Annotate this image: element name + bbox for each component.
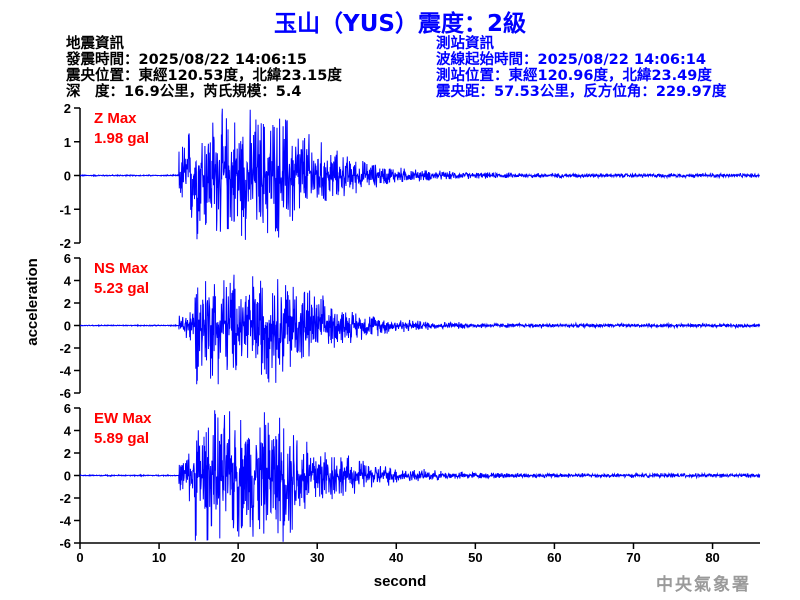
station-info-heading: 測站資訊 xyxy=(436,36,494,52)
station-location: 測站位置：東經120.96度，北緯23.49度 xyxy=(436,68,712,84)
x-tick-label: 40 xyxy=(389,550,403,565)
cwa-logo: 中央氣象署 xyxy=(656,575,751,595)
z-y-tick-label: -1 xyxy=(59,202,71,217)
x-axis-title: second xyxy=(374,573,427,590)
origin-time: 發震時間：2025/08/22 14:06:15 xyxy=(66,52,307,68)
ns-y-tick-label: -6 xyxy=(59,386,71,401)
ew-y-tick-label: -2 xyxy=(59,491,71,506)
epicentral-distance: 震央距：57.53公里，反方位角：229.97度 xyxy=(436,84,727,100)
ns-peak-value: 5.23 gal xyxy=(94,280,149,297)
wave-start-time: 波線起始時間：2025/08/22 14:06:14 xyxy=(436,52,706,68)
ew-y-tick-label: -6 xyxy=(59,536,71,551)
x-tick-label: 80 xyxy=(705,550,719,565)
ew-y-tick-label: 6 xyxy=(64,401,71,416)
ns-waveform xyxy=(79,274,761,385)
z-y-tick-label: 1 xyxy=(64,135,71,150)
z-max-label: Z Max xyxy=(94,110,137,127)
y-axis-title: acceleration xyxy=(24,258,41,346)
event-info: 地震資訊 發震時間：2025/08/22 14:06:15 震央位置：東經120… xyxy=(66,36,342,100)
x-tick-label: 20 xyxy=(231,550,245,565)
depth-magnitude: 深 度：16.9公里，芮氏規模：5.4 xyxy=(66,84,302,100)
x-tick-label: 0 xyxy=(76,550,83,565)
ns-y-tick-label: 6 xyxy=(64,251,71,266)
x-tick-label: 10 xyxy=(152,550,166,565)
z-y-tick-label: 2 xyxy=(64,101,71,116)
ew-peak-value: 5.89 gal xyxy=(94,430,149,447)
z-waveform xyxy=(79,108,760,240)
ns-max-label: NS Max xyxy=(94,260,149,277)
station-info: 測站資訊 波線起始時間：2025/08/22 14:06:14 測站位置：東經1… xyxy=(436,36,726,100)
z-peak-value: 1.98 gal xyxy=(94,130,149,147)
ew-y-tick-label: 4 xyxy=(64,424,72,439)
ns-y-tick-label: 2 xyxy=(64,296,71,311)
z-y-tick-label: -2 xyxy=(59,236,71,251)
epicenter: 震央位置：東經120.53度，北緯23.15度 xyxy=(66,68,342,84)
page-title: 玉山（YUS）震度：2級 xyxy=(274,11,526,37)
ns-y-tick-label: 0 xyxy=(64,319,71,334)
ns-y-tick-label: 4 xyxy=(64,274,72,289)
event-info-heading: 地震資訊 xyxy=(66,36,124,52)
x-tick-label: 70 xyxy=(626,550,640,565)
ew-y-tick-label: -4 xyxy=(59,514,71,529)
x-tick-label: 60 xyxy=(547,550,561,565)
ew-y-tick-label: 2 xyxy=(64,446,71,461)
ew-max-label: EW Max xyxy=(94,410,152,427)
ew-waveform xyxy=(79,410,761,542)
ns-y-tick-label: -2 xyxy=(59,341,71,356)
ew-y-tick-label: 0 xyxy=(64,469,71,484)
x-tick-label: 30 xyxy=(310,550,324,565)
z-y-tick-label: 0 xyxy=(64,169,71,184)
ns-y-tick-label: -4 xyxy=(59,364,71,379)
x-tick-label: 50 xyxy=(468,550,482,565)
